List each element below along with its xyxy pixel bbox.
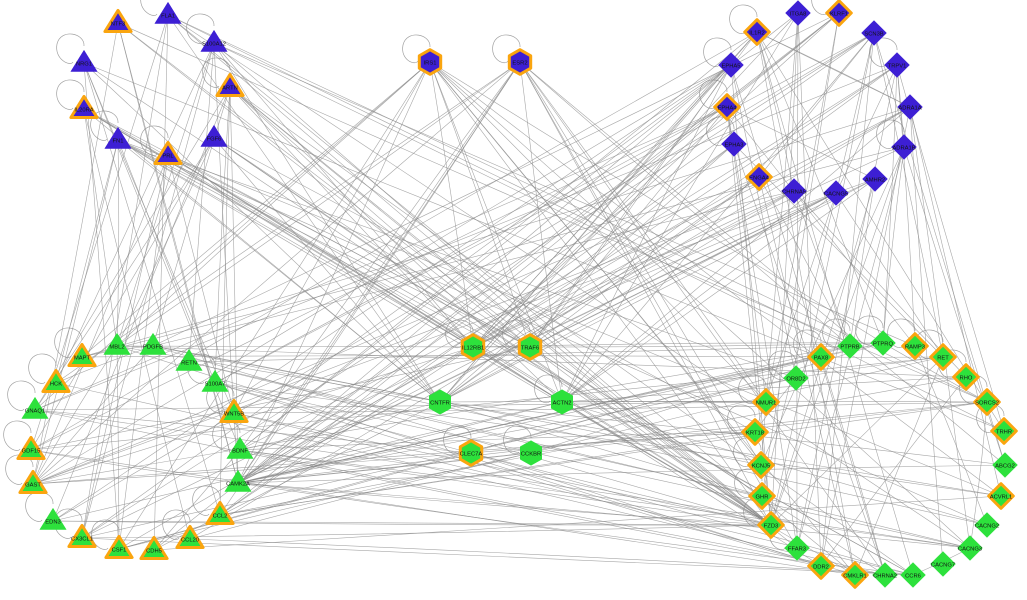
svg-text:FN1: FN1 [113, 139, 124, 145]
svg-text:RHO: RHO [960, 376, 973, 382]
svg-text:RAMP3: RAMP3 [905, 345, 925, 351]
svg-text:ADRA1B: ADRA1B [892, 146, 915, 152]
svg-text:IL12RB1: IL12RB1 [462, 346, 485, 352]
svg-text:CHRNA2: CHRNA2 [873, 574, 897, 580]
svg-text:GAST: GAST [25, 483, 41, 489]
svg-text:CSF1: CSF1 [112, 548, 127, 554]
svg-text:SCN3B: SCN3B [864, 32, 883, 38]
svg-text:CAMK2A: CAMK2A [226, 482, 250, 488]
svg-text:MBL2: MBL2 [109, 345, 124, 351]
svg-text:EPHA3: EPHA3 [724, 143, 743, 149]
svg-text:CACNG5: CACNG5 [824, 192, 848, 198]
svg-text:ESR2: ESR2 [512, 61, 527, 67]
svg-text:GHR: GHR [756, 495, 769, 501]
svg-text:MAPT: MAPT [74, 356, 91, 362]
svg-text:S100A7: S100A7 [205, 382, 226, 388]
svg-text:CCL20: CCL20 [181, 538, 199, 544]
svg-text:CHRNA5: CHRNA5 [782, 190, 806, 196]
svg-text:FGF6: FGF6 [207, 137, 222, 143]
svg-text:CCL2: CCL2 [213, 514, 228, 520]
svg-text:PTPRQ: PTPRQ [873, 342, 893, 348]
svg-text:AMHR2: AMHR2 [865, 178, 885, 184]
svg-text:CNTFR: CNTFR [430, 401, 450, 407]
svg-text:KRT18: KRT18 [746, 431, 764, 437]
svg-text:CACNG2: CACNG2 [975, 524, 999, 530]
svg-text:PAX8: PAX8 [814, 356, 828, 362]
svg-text:BDNF: BDNF [232, 449, 248, 455]
svg-text:EPHA4: EPHA4 [717, 106, 737, 112]
svg-text:GDF15: GDF15 [22, 449, 41, 455]
svg-text:NMUR1: NMUR1 [756, 401, 777, 407]
svg-text:TRPV1: TRPV1 [888, 64, 907, 70]
svg-text:TRHR: TRHR [996, 430, 1012, 436]
svg-text:WNT5B: WNT5B [224, 412, 244, 418]
svg-text:ADRA1A: ADRA1A [898, 106, 921, 112]
svg-text:ACVRL1: ACVRL1 [990, 495, 1013, 501]
svg-text:EDN3: EDN3 [45, 520, 60, 526]
svg-text:DDR2: DDR2 [813, 565, 829, 571]
svg-text:IL1R2: IL1R2 [749, 31, 764, 37]
svg-text:PTPRB: PTPRB [840, 345, 859, 351]
svg-text:FLA1: FLA1 [161, 14, 175, 20]
svg-text:FZD3: FZD3 [764, 524, 779, 530]
svg-text:CDH5: CDH5 [146, 549, 162, 555]
svg-text:ACTN2: ACTN2 [552, 401, 571, 407]
svg-text:ABCG2: ABCG2 [995, 464, 1015, 470]
svg-text:GNAQ1: GNAQ1 [25, 409, 45, 415]
svg-text:CMKLR1: CMKLR1 [843, 574, 867, 580]
svg-text:CCKBR: CCKBR [521, 452, 541, 458]
svg-text:CLEC7A: CLEC7A [460, 452, 483, 458]
svg-text:S100A12: S100A12 [202, 42, 226, 48]
svg-text:CX3CL1: CX3CL1 [71, 537, 93, 543]
svg-text:HCK: HCK [50, 382, 62, 388]
svg-text:KCNJ5: KCNJ5 [752, 464, 770, 470]
svg-text:NTF3: NTF3 [111, 22, 126, 28]
svg-text:TRAF6: TRAF6 [521, 346, 539, 352]
svg-text:SORCS2: SORCS2 [975, 401, 999, 407]
svg-text:ENGA4: ENGA4 [749, 176, 769, 182]
svg-text:FFAR3: FFAR3 [788, 547, 806, 553]
svg-text:CACNG3: CACNG3 [958, 547, 982, 553]
svg-text:CACNG7: CACNG7 [931, 563, 955, 569]
svg-text:ITGA8: ITGA8 [790, 12, 807, 18]
svg-text:CCR6: CCR6 [905, 574, 921, 580]
svg-text:IL20RA: IL20RA [74, 108, 93, 114]
svg-text:OR8D2: OR8D2 [786, 377, 805, 383]
svg-text:PRL: PRL [162, 154, 174, 160]
svg-text:EPHA5: EPHA5 [721, 64, 740, 70]
svg-text:ARTN: ARTN [222, 86, 238, 92]
svg-text:IRS1: IRS1 [424, 61, 437, 67]
svg-text:RET: RET [937, 356, 949, 362]
svg-text:NRG1: NRG1 [76, 62, 92, 68]
svg-text:KLRF1: KLRF1 [830, 12, 848, 18]
svg-text:RETN: RETN [181, 361, 197, 367]
svg-text:PDGFB: PDGFB [143, 345, 163, 351]
